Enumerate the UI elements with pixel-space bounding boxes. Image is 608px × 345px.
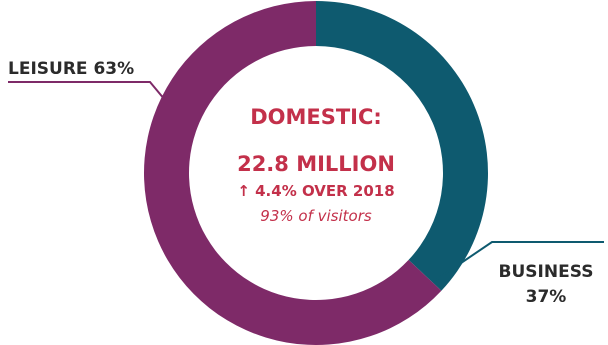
leisure-label: LEISURE 63%: [8, 59, 134, 79]
slice-leisure: [143, 1, 442, 345]
slice-business: [316, 1, 488, 291]
donut-slices: [143, 1, 488, 345]
center-title: DOMESTIC:: [250, 105, 382, 129]
leisure-leader-line: [8, 81, 166, 101]
center-change: ↑ 4.4% OVER 2018: [237, 182, 394, 200]
center-note: 93% of visitors: [260, 207, 372, 225]
business-value: 37%: [526, 287, 567, 307]
center-value: 22.8 MILLION: [237, 152, 395, 176]
business-leader-line: [435, 241, 604, 281]
business-label: BUSINESS: [499, 262, 594, 282]
